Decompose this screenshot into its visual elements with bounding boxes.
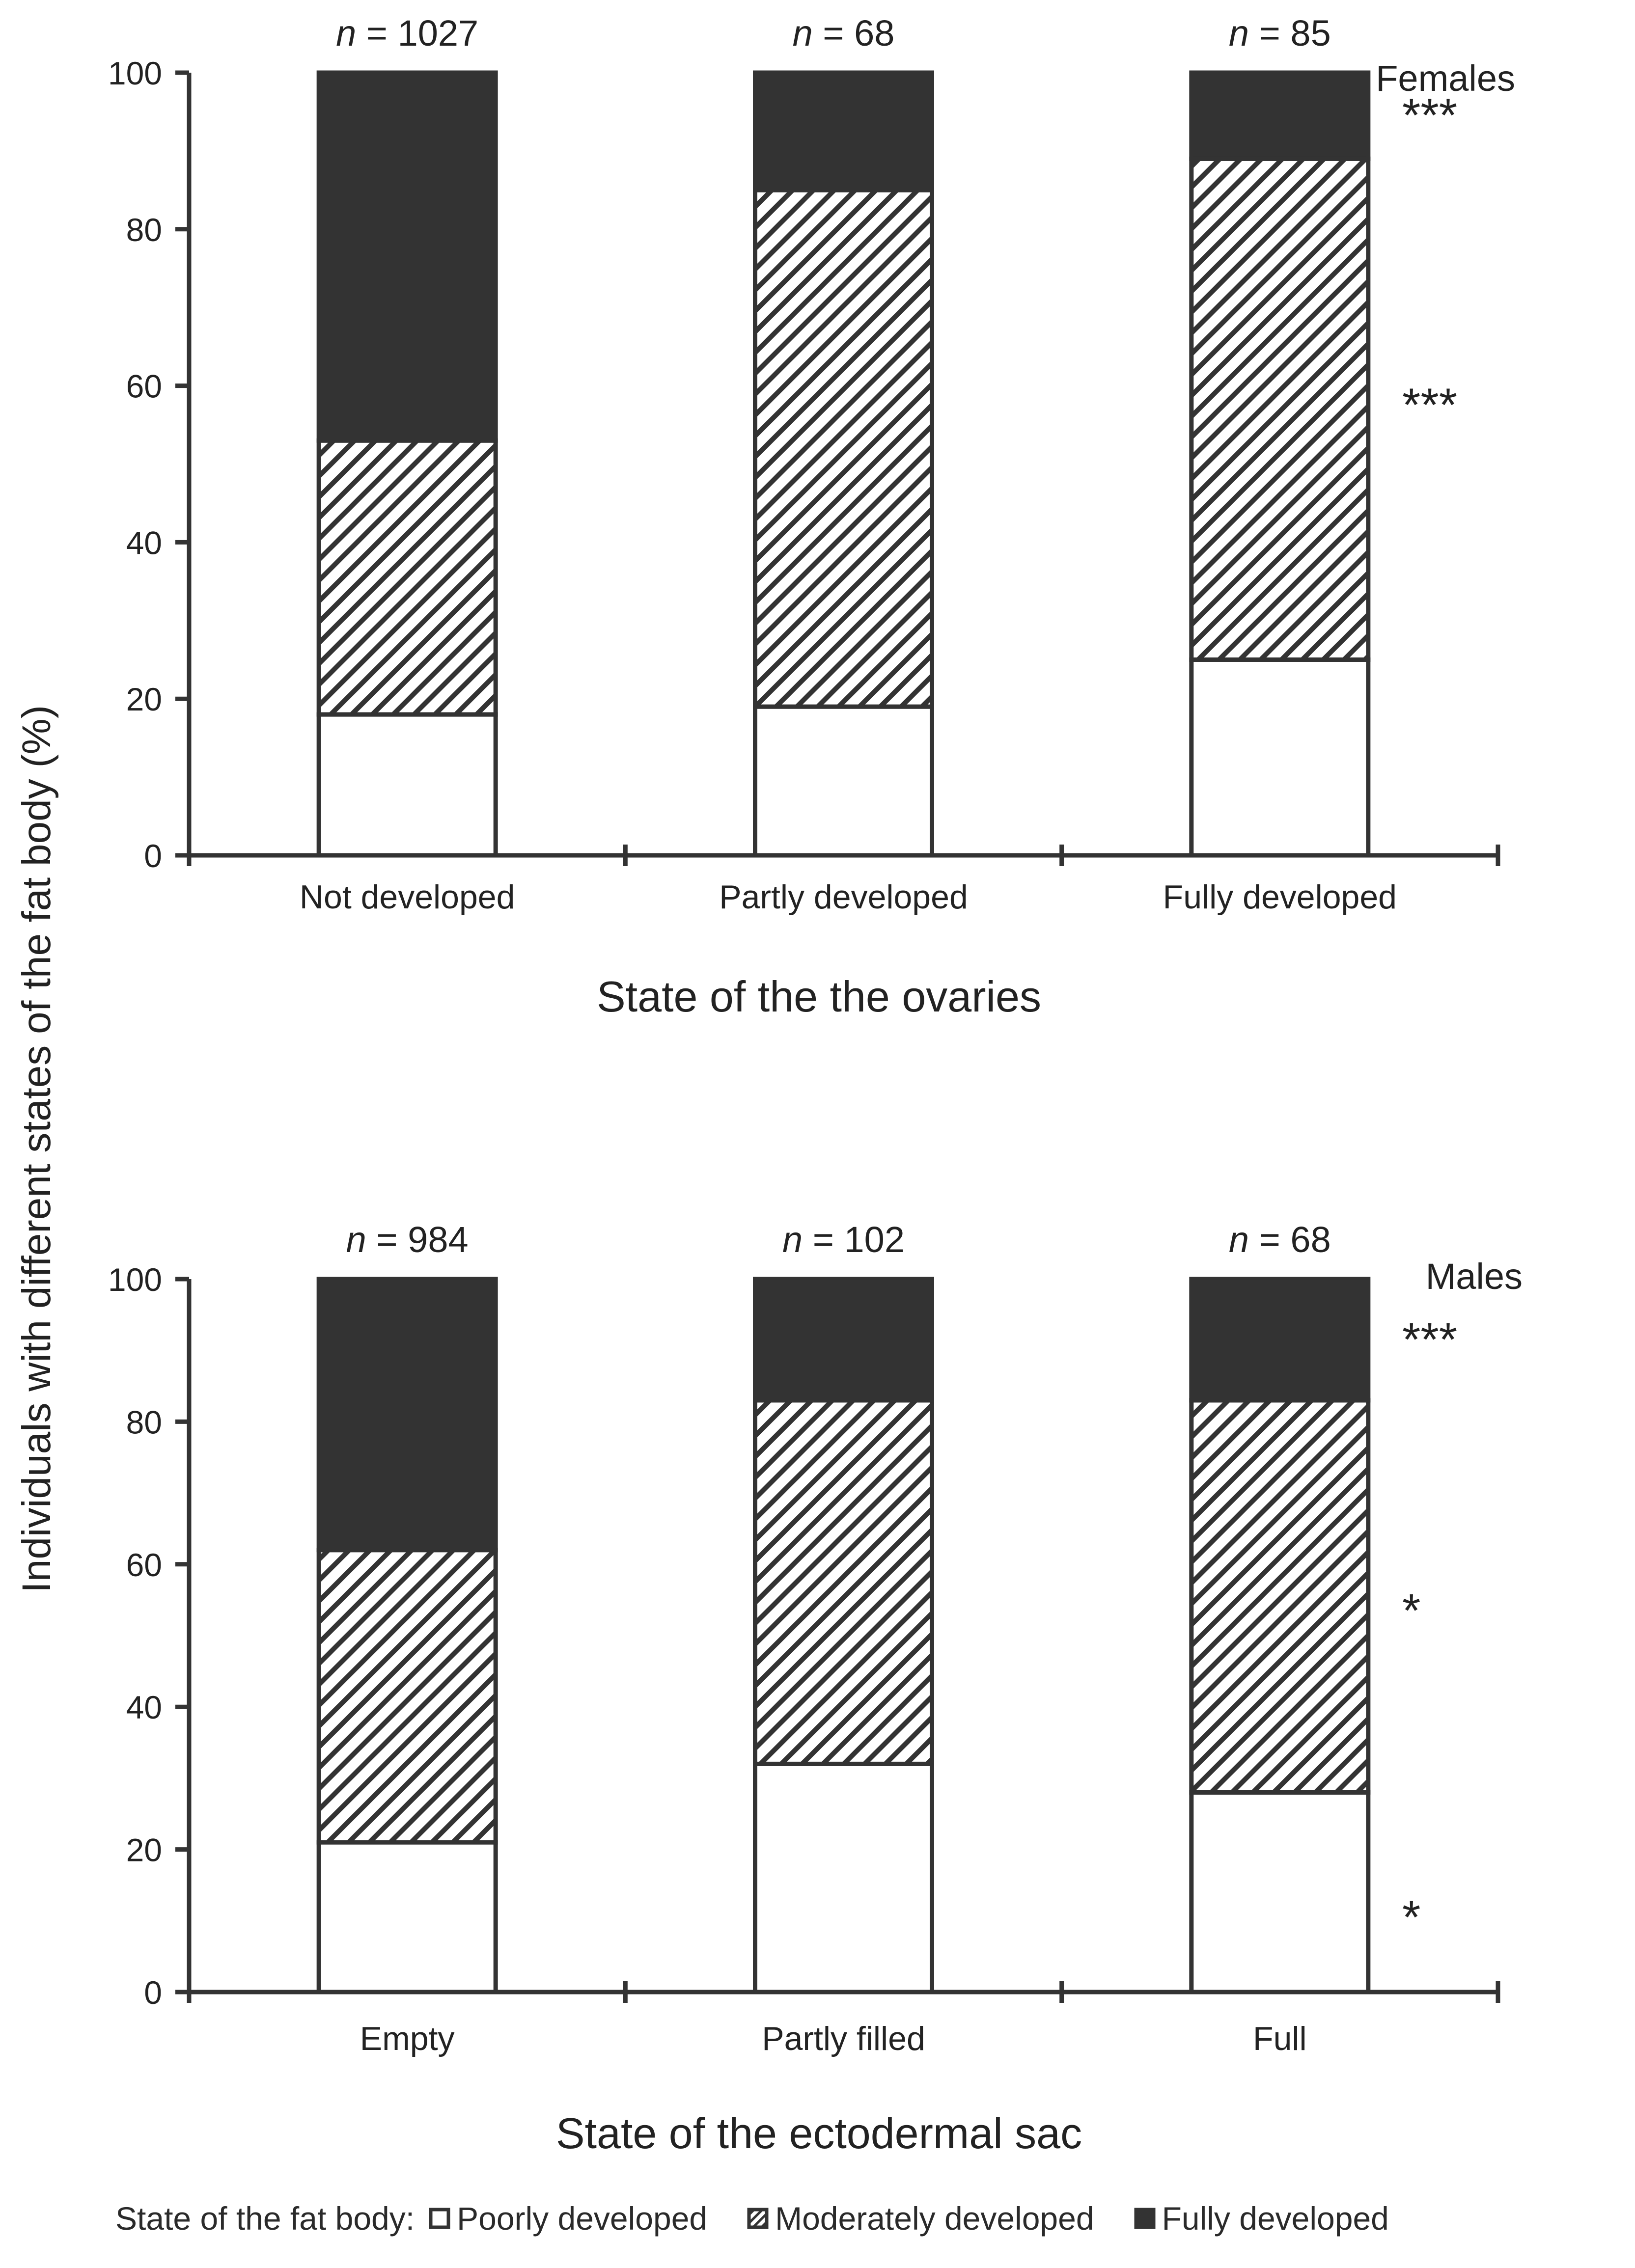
bar-fully-developed: [753, 1277, 934, 1403]
legend-label-fully: Fully developed: [1162, 2200, 1389, 2237]
significance-marker: *: [1402, 1891, 1420, 1943]
bar-poorly-developed: [753, 1761, 934, 1995]
significance-marker: ***: [1402, 379, 1457, 431]
bar-fully-developed: [316, 70, 498, 443]
n-label: n = 984: [346, 1219, 469, 1260]
bar-poorly-developed: [1189, 657, 1371, 858]
y-tick-label: 0: [144, 838, 162, 874]
bar-fully-developed: [753, 70, 934, 192]
y-tick-label: 20: [126, 681, 162, 717]
bar-poorly-developed: [753, 704, 934, 858]
bar-fully-developed: [1189, 70, 1371, 161]
panel-females: Not developed n = 1027 Partly developed n =…: [108, 13, 1515, 1021]
fully-developed-swatch: [1134, 2208, 1156, 2229]
x-axis-label: State of the the ovaries: [597, 972, 1041, 1021]
y-tick-label: 60: [126, 1547, 162, 1583]
y-tick-label: 40: [126, 524, 162, 561]
n-label-italic: n: [346, 1219, 366, 1260]
y-tick-label: 100: [108, 55, 162, 91]
bar-moderately-developed: [1189, 156, 1371, 662]
significance-marker: ***: [1402, 1313, 1457, 1366]
bar-poorly-developed: [316, 1840, 498, 1995]
bar-fully-developed: [316, 1277, 498, 1553]
legend-item-poorly: Poorly developed: [428, 2200, 707, 2237]
x-axis-label: State of the ectodermal sac: [556, 2109, 1082, 2158]
bar-moderately-developed: [1189, 1398, 1371, 1795]
category-label: Empty: [360, 2020, 455, 2057]
category-label: Full: [1253, 2020, 1307, 2057]
legend-item-fully: Fully developed: [1134, 2200, 1389, 2237]
bar-moderately-developed: [753, 188, 934, 709]
panel-label: Males: [1426, 1256, 1523, 1297]
n-label-italic: n: [1229, 1219, 1249, 1260]
bar-moderately-developed: [753, 1398, 934, 1766]
legend-title: State of the fat body:: [115, 2200, 415, 2237]
y-tick-label: 40: [126, 1689, 162, 1725]
n-label-value: = 68: [1249, 1219, 1331, 1260]
y-tick-label: 60: [126, 368, 162, 405]
n-label: n = 85: [1229, 13, 1331, 54]
y-axis-label: Individuals with different states of the…: [14, 705, 59, 1593]
y-tick-label: 20: [126, 1832, 162, 1868]
n-label-value: = 1027: [356, 13, 478, 54]
y-tick-label: 0: [144, 1974, 162, 2011]
n-label: n = 102: [782, 1219, 905, 1260]
panel-males: Empty n = 984 Partly filled n = 102 Full n = …: [108, 1219, 1523, 2158]
n-label-italic: n: [336, 13, 356, 54]
bar-moderately-developed: [316, 438, 498, 717]
bar-poorly-developed: [1189, 1790, 1371, 1995]
category-label: Fully developed: [1163, 878, 1397, 916]
legend-label-moderately: Moderately developed: [775, 2200, 1094, 2237]
bar-fully-developed: [1189, 1277, 1371, 1403]
significance-marker: *: [1402, 1585, 1420, 1637]
n-label-value: = 85: [1249, 13, 1331, 54]
moderately-developed-swatch: [747, 2208, 769, 2229]
panel-label: Females: [1376, 58, 1515, 99]
legend: State of the fat body: Poorly developed …: [115, 2200, 1389, 2237]
category-label: Not developed: [300, 878, 515, 916]
poorly-developed-swatch: [429, 2208, 450, 2229]
legend-item-moderately: Moderately developed: [747, 2200, 1094, 2237]
legend-label-poorly: Poorly developed: [457, 2200, 708, 2237]
bar-poorly-developed: [316, 712, 498, 858]
bar-moderately-developed: [316, 1548, 498, 1845]
n-label-value: = 984: [366, 1219, 469, 1260]
significance-marker: ***: [1402, 89, 1457, 142]
n-label-value: = 102: [803, 1219, 905, 1260]
category-label: Partly filled: [762, 2020, 925, 2057]
category-label: Partly developed: [719, 878, 968, 916]
n-label-italic: n: [782, 1219, 803, 1260]
n-label: n = 1027: [336, 13, 478, 54]
y-tick-label: 80: [126, 1404, 162, 1440]
y-tick-label: 80: [126, 212, 162, 248]
n-label: n = 68: [793, 13, 895, 54]
n-label-value: = 68: [813, 13, 895, 54]
n-label-italic: n: [1229, 13, 1249, 54]
y-tick-label: 100: [108, 1261, 162, 1298]
n-label: n = 68: [1229, 1219, 1331, 1260]
n-label-italic: n: [793, 13, 813, 54]
